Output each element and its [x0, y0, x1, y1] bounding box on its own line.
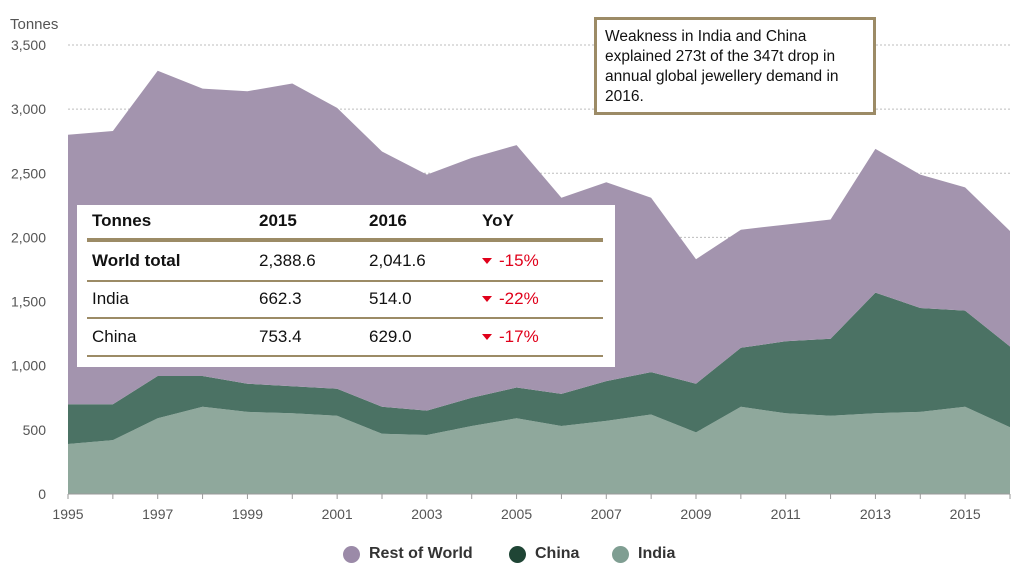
area-india [68, 406, 1010, 494]
table-header-2016: 2016 [369, 211, 407, 230]
area-china [68, 292, 1010, 444]
x-tick-label: 2007 [591, 506, 622, 522]
chart-legend: Rest of World China India [0, 545, 1023, 569]
row-yoy: -22% [482, 289, 539, 309]
row-yoy-value: -22% [499, 289, 539, 308]
legend-label: China [535, 545, 580, 562]
axes: 0 500 1,000 1,500 2,000 2,500 3,000 3,500 1995 19… [11, 37, 1011, 522]
y-tick-label: 1,500 [11, 294, 46, 310]
down-arrow-icon [482, 257, 492, 264]
legend-label: Rest of World [369, 545, 473, 562]
row-value-2016: 629.0 [369, 327, 412, 346]
legend-item-china: China [509, 545, 579, 563]
y-tick-label: 1,000 [11, 358, 46, 374]
y-tick-label: 3,500 [11, 37, 46, 53]
y-tick-label: 500 [23, 422, 47, 438]
row-yoy: -17% [482, 327, 539, 347]
annotation-callout: Weakness in India and China explained 27… [594, 17, 876, 115]
table-header-2015: 2015 [259, 211, 297, 230]
x-tick-label: 2009 [680, 506, 711, 522]
row-value-2015: 753.4 [259, 327, 302, 346]
table-header-yoy: YoY [482, 211, 514, 230]
row-yoy: -15% [482, 251, 539, 271]
x-tick-label: 2001 [322, 506, 353, 522]
x-tick-label: 2013 [860, 506, 891, 522]
table-header-tonnes: Tonnes [92, 211, 152, 230]
y-axis-unit-label: Tonnes [10, 16, 59, 33]
row-value-2016: 2,041.6 [369, 251, 426, 270]
x-tick-label: 1999 [232, 506, 263, 522]
row-label: China [92, 327, 137, 346]
down-arrow-icon [482, 333, 492, 340]
row-value-2015: 2,388.6 [259, 251, 316, 270]
legend-item-rest-of-world: Rest of World [343, 545, 473, 563]
legend-label: India [638, 545, 676, 562]
down-arrow-icon [482, 295, 492, 302]
row-value-2016: 514.0 [369, 289, 412, 308]
legend-swatch [612, 545, 629, 563]
y-tick-label: 2,000 [11, 229, 46, 245]
y-tick-label: 2,500 [11, 165, 46, 181]
legend-item-india: India [612, 545, 675, 563]
x-tick-label: 2011 [771, 506, 801, 522]
y-tick-label: 3,000 [11, 101, 46, 117]
x-tick-label: 1997 [142, 506, 173, 522]
y-tick-label: 0 [38, 486, 46, 502]
row-label: India [92, 289, 129, 308]
row-value-2015: 662.3 [259, 289, 302, 308]
row-yoy-value: -15% [499, 251, 539, 270]
legend-swatch [509, 545, 526, 563]
row-yoy-value: -17% [499, 327, 539, 346]
table-row-rule [87, 280, 603, 282]
table-row-rule [87, 317, 603, 319]
summary-table: Tonnes 2015 2016 YoY World total 2,388.6… [77, 205, 615, 367]
x-tick-label: 2005 [501, 506, 532, 522]
table-row-rule [87, 355, 603, 357]
table-header-rule [87, 238, 603, 242]
legend-swatch [343, 545, 360, 563]
row-label: World total [92, 251, 181, 270]
x-tick-label: 1995 [52, 506, 83, 522]
x-tick-label: 2003 [411, 506, 442, 522]
x-tick-label: 2015 [950, 506, 981, 522]
